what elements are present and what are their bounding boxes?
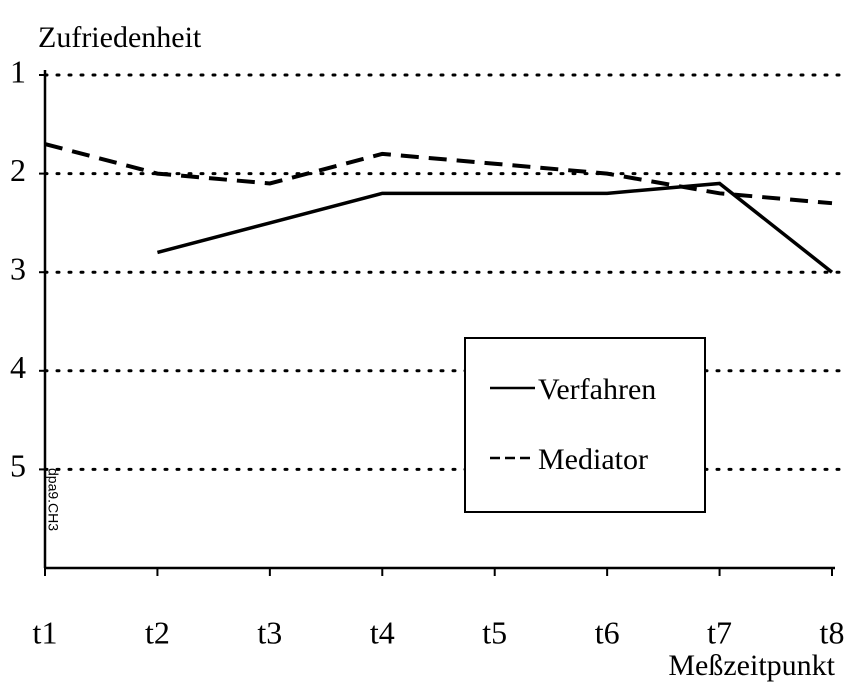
x-tick-label: t1 <box>33 614 58 650</box>
legend: Verfahren Mediator <box>464 337 706 513</box>
legend-label: Verfahren <box>538 373 656 406</box>
y-tick-label: 3 <box>10 251 26 287</box>
y-tick-label: 2 <box>10 152 26 188</box>
series-line <box>44 142 833 206</box>
x-tick-label: t5 <box>482 614 507 650</box>
x-tick-label: t4 <box>370 614 395 650</box>
series-line <box>156 181 834 274</box>
x-tick-label: t6 <box>595 614 620 650</box>
y-tick-label: 5 <box>10 448 26 484</box>
y-tick-label: 1 <box>10 53 26 89</box>
x-tick-label: t7 <box>707 614 732 650</box>
y-tick-label: 4 <box>10 349 26 385</box>
x-axis-label: Meßzeitpunkt <box>668 649 835 682</box>
x-tick-label: t3 <box>257 614 282 650</box>
legend-box <box>464 337 706 513</box>
legend-label: Mediator <box>538 443 648 476</box>
y-axis-label: Zufriedenheit <box>38 21 202 54</box>
x-tick-label: t2 <box>145 614 170 650</box>
annotation: dpa9.CH3 <box>45 468 61 531</box>
x-tick-label: t8 <box>820 614 845 650</box>
